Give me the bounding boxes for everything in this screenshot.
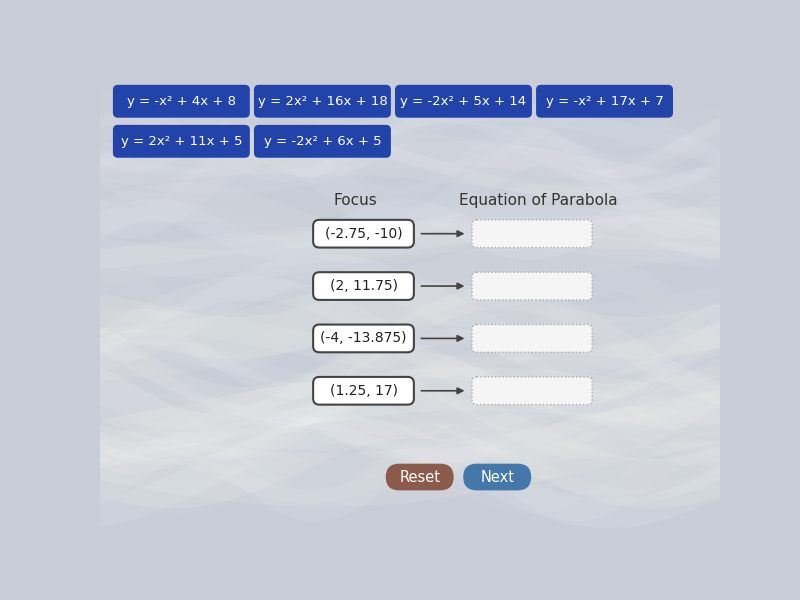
Text: (-4, -13.875): (-4, -13.875)	[320, 331, 406, 346]
Text: Next: Next	[480, 470, 514, 485]
FancyBboxPatch shape	[396, 86, 531, 116]
Text: y = -x² + 17x + 7: y = -x² + 17x + 7	[546, 95, 663, 108]
FancyBboxPatch shape	[114, 86, 249, 116]
FancyBboxPatch shape	[313, 377, 414, 404]
FancyBboxPatch shape	[255, 86, 390, 116]
FancyBboxPatch shape	[472, 325, 592, 352]
Text: Focus: Focus	[334, 193, 378, 208]
Text: y = -x² + 4x + 8: y = -x² + 4x + 8	[127, 95, 236, 108]
FancyBboxPatch shape	[386, 464, 453, 490]
Text: y = -2x² + 5x + 14: y = -2x² + 5x + 14	[401, 95, 526, 108]
Text: Equation of Parabola: Equation of Parabola	[458, 193, 617, 208]
FancyBboxPatch shape	[114, 126, 249, 157]
FancyBboxPatch shape	[313, 272, 414, 300]
Text: Reset: Reset	[399, 470, 440, 485]
Text: (2, 11.75): (2, 11.75)	[330, 279, 398, 293]
FancyBboxPatch shape	[313, 325, 414, 352]
Text: y = -2x² + 6x + 5: y = -2x² + 6x + 5	[264, 135, 382, 148]
FancyBboxPatch shape	[472, 377, 592, 404]
Text: (-2.75, -10): (-2.75, -10)	[325, 227, 402, 241]
FancyBboxPatch shape	[255, 126, 390, 157]
FancyBboxPatch shape	[313, 220, 414, 248]
Text: y = 2x² + 16x + 18: y = 2x² + 16x + 18	[258, 95, 387, 108]
Text: (1.25, 17): (1.25, 17)	[330, 384, 398, 398]
FancyBboxPatch shape	[537, 86, 672, 116]
FancyBboxPatch shape	[464, 464, 530, 490]
FancyBboxPatch shape	[472, 272, 592, 300]
Text: y = 2x² + 11x + 5: y = 2x² + 11x + 5	[121, 135, 242, 148]
FancyBboxPatch shape	[472, 220, 592, 248]
